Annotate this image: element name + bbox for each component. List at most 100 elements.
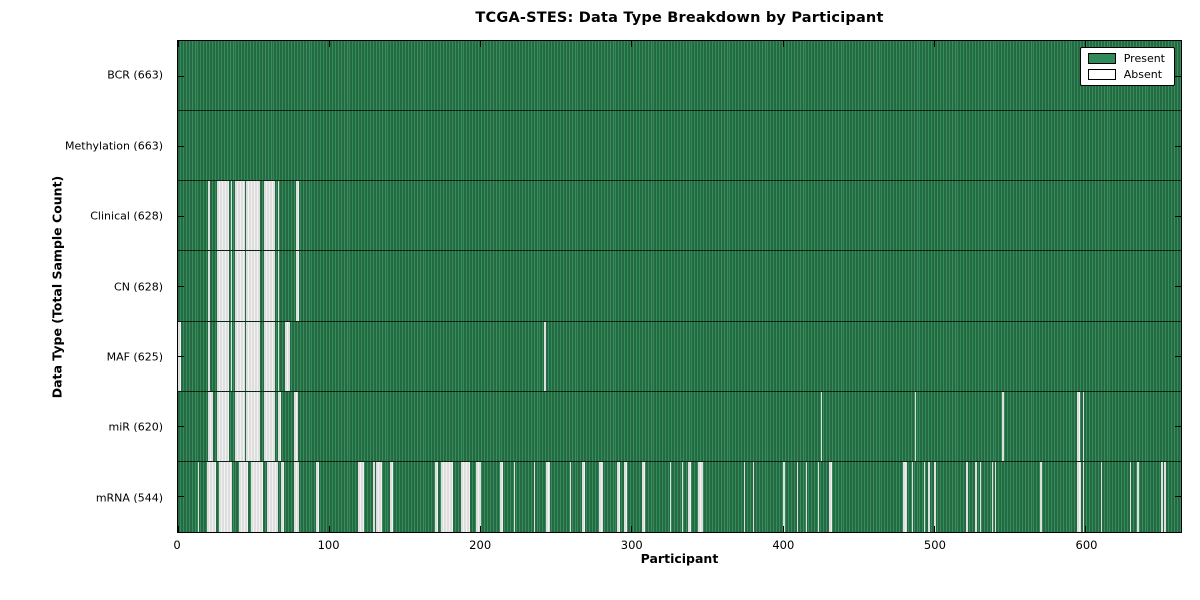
absent-stripe [296, 251, 300, 321]
absent-stripe [246, 391, 260, 461]
absent-stripe [217, 251, 230, 321]
absent-stripe [373, 461, 375, 532]
absent-stripe [545, 461, 551, 532]
absent-stripe [246, 181, 260, 251]
x-tick-mark [1085, 526, 1087, 532]
absent-swatch [1087, 69, 1116, 80]
absent-stripe [681, 461, 684, 532]
y-tick-label: Methylation (663) [65, 139, 163, 153]
absent-stripe [208, 321, 210, 391]
absent-stripe [460, 461, 470, 532]
y-tick-mark [178, 496, 184, 498]
absent-stripe [267, 461, 278, 532]
absent-stripe [752, 461, 755, 532]
absent-stripe [208, 251, 210, 321]
absent-stripe [294, 391, 298, 461]
absent-stripe [246, 251, 260, 321]
y-tick-labels: BCR (663) Methylation (663) Clinical (628)… [0, 40, 170, 533]
absent-stripe [805, 461, 808, 532]
heatmap-row-Clinical [178, 181, 1181, 252]
y-tick-mark [178, 426, 184, 428]
absent-stripe [376, 461, 383, 532]
x-tick-label: 500 [923, 538, 946, 552]
absent-stripe [277, 251, 280, 321]
absent-stripe [698, 461, 703, 532]
legend-item-absent: Absent [1087, 68, 1165, 81]
absent-stripe [979, 461, 982, 532]
absent-stripe [544, 321, 546, 391]
absent-stripe [218, 461, 233, 532]
absent-stripe [914, 391, 917, 461]
absent-stripe [250, 461, 263, 532]
absent-stripe [277, 321, 280, 391]
absent-stripe [208, 181, 210, 251]
absent-stripe [441, 461, 454, 532]
absent-stripe [975, 461, 977, 532]
x-tick-mark [933, 41, 935, 47]
absent-stripe [1082, 461, 1085, 532]
x-tick-mark [177, 41, 179, 47]
y-tick-label: miR (620) [108, 420, 164, 434]
absent-stripe [1002, 391, 1004, 461]
legend-label-present: Present [1123, 52, 1165, 65]
absent-stripe [277, 391, 281, 461]
heatmap-rows [178, 41, 1181, 532]
y-tick-mark [1175, 75, 1181, 77]
heatmap-row-CN [178, 251, 1181, 322]
absent-stripe [280, 461, 284, 532]
absent-stripe [991, 461, 994, 532]
absent-stripe [264, 181, 275, 251]
y-tick-label: MAF (625) [106, 350, 163, 364]
x-tick-mark [782, 41, 784, 47]
x-tick-labels: 0 100 200 300 400 500 600 [173, 538, 1182, 554]
y-tick-mark [1175, 426, 1181, 428]
absent-stripe [533, 461, 535, 532]
absent-stripe [1100, 461, 1103, 532]
x-axis-label: Participant [640, 551, 719, 566]
absent-stripe [902, 461, 908, 532]
x-tick-mark [177, 526, 179, 532]
absent-stripe [246, 321, 260, 391]
y-tick-mark [1175, 286, 1181, 287]
y-tick-mark [1175, 145, 1181, 147]
x-tick-mark [1085, 41, 1087, 47]
absent-stripe [642, 461, 646, 532]
chart-title: TCGA-STES: Data Type Breakdown by Partic… [475, 10, 884, 26]
x-tick-label: 200 [469, 538, 492, 552]
x-tick-mark [328, 41, 330, 47]
absent-stripe [624, 461, 628, 532]
x-tick-mark [631, 526, 633, 532]
absent-stripe [285, 321, 290, 391]
absent-stripe [235, 321, 245, 391]
y-tick-mark [178, 215, 184, 217]
heatmap-row-miR [178, 391, 1181, 462]
absent-stripe [817, 461, 820, 532]
absent-stripe [796, 461, 799, 532]
legend: Present Absent [1079, 47, 1175, 86]
legend-label-absent: Absent [1123, 68, 1163, 81]
absent-stripe [277, 181, 280, 251]
absent-stripe [1129, 461, 1132, 532]
y-tick-mark [178, 286, 184, 287]
absent-stripe [197, 461, 200, 532]
absent-stripe [1137, 461, 1139, 532]
absent-stripe [476, 461, 481, 532]
x-tick-mark [933, 526, 935, 532]
absent-stripe [911, 461, 914, 532]
y-tick-mark [178, 145, 184, 147]
absent-stripe [828, 461, 832, 532]
heatmap-row-Methylation [178, 111, 1181, 182]
present-swatch [1087, 53, 1116, 64]
heatmap-row-MAF [178, 321, 1181, 392]
absent-stripe [687, 461, 691, 532]
y-tick-mark [1175, 215, 1181, 217]
y-tick-mark [178, 356, 184, 358]
absent-stripe [1040, 461, 1042, 532]
heatmap-row-mRNA [178, 461, 1181, 532]
absent-stripe [264, 251, 275, 321]
absent-stripe [296, 181, 300, 251]
absent-stripe [928, 461, 930, 532]
absent-stripe [389, 461, 393, 532]
x-tick-label: 400 [772, 538, 795, 552]
absent-stripe [208, 391, 213, 461]
